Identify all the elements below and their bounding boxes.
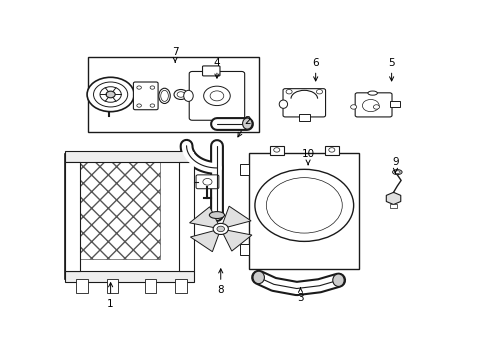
Ellipse shape bbox=[184, 90, 193, 102]
Circle shape bbox=[150, 104, 155, 107]
Polygon shape bbox=[191, 231, 219, 252]
FancyBboxPatch shape bbox=[283, 89, 325, 117]
Polygon shape bbox=[222, 206, 251, 227]
FancyBboxPatch shape bbox=[325, 146, 339, 156]
Circle shape bbox=[286, 90, 292, 94]
Circle shape bbox=[255, 169, 354, 242]
Text: 10: 10 bbox=[301, 149, 315, 165]
Circle shape bbox=[217, 226, 224, 232]
Bar bbox=[391, 204, 396, 208]
FancyBboxPatch shape bbox=[65, 270, 194, 282]
Text: 5: 5 bbox=[388, 58, 395, 81]
Ellipse shape bbox=[243, 118, 252, 129]
Bar bbox=[298, 114, 310, 121]
FancyBboxPatch shape bbox=[133, 82, 158, 110]
Circle shape bbox=[150, 86, 155, 89]
FancyBboxPatch shape bbox=[196, 175, 219, 189]
FancyBboxPatch shape bbox=[270, 146, 284, 156]
Ellipse shape bbox=[279, 100, 288, 108]
Circle shape bbox=[351, 105, 357, 109]
Circle shape bbox=[373, 105, 379, 109]
Circle shape bbox=[329, 148, 335, 152]
Polygon shape bbox=[223, 230, 252, 251]
Bar bbox=[107, 279, 118, 293]
Bar bbox=[76, 279, 88, 293]
Bar bbox=[145, 279, 156, 293]
Text: 9: 9 bbox=[392, 157, 399, 173]
Circle shape bbox=[87, 77, 134, 112]
Ellipse shape bbox=[159, 88, 170, 103]
Polygon shape bbox=[190, 207, 219, 228]
Text: 1: 1 bbox=[107, 283, 114, 309]
Ellipse shape bbox=[253, 271, 265, 284]
FancyBboxPatch shape bbox=[202, 66, 220, 76]
Text: 4: 4 bbox=[214, 58, 220, 78]
Text: 2: 2 bbox=[238, 116, 251, 137]
Ellipse shape bbox=[394, 171, 400, 174]
Circle shape bbox=[94, 82, 128, 107]
Bar bbox=[88, 57, 259, 132]
Circle shape bbox=[100, 87, 121, 102]
Ellipse shape bbox=[209, 212, 224, 219]
FancyBboxPatch shape bbox=[240, 244, 249, 255]
Ellipse shape bbox=[333, 274, 344, 287]
Circle shape bbox=[274, 148, 280, 152]
Circle shape bbox=[177, 92, 185, 97]
Polygon shape bbox=[65, 154, 194, 279]
Bar bbox=[175, 279, 187, 293]
Ellipse shape bbox=[368, 91, 377, 95]
FancyBboxPatch shape bbox=[179, 162, 194, 270]
Text: 8: 8 bbox=[218, 269, 224, 295]
Circle shape bbox=[210, 91, 224, 101]
Circle shape bbox=[213, 223, 228, 234]
FancyBboxPatch shape bbox=[65, 162, 80, 270]
Circle shape bbox=[204, 86, 230, 105]
Polygon shape bbox=[386, 192, 401, 204]
Bar bbox=[390, 102, 400, 107]
Ellipse shape bbox=[161, 90, 169, 102]
FancyBboxPatch shape bbox=[189, 72, 245, 120]
Circle shape bbox=[317, 90, 322, 94]
Circle shape bbox=[174, 90, 188, 99]
Circle shape bbox=[203, 179, 212, 185]
Text: 6: 6 bbox=[312, 58, 319, 81]
FancyBboxPatch shape bbox=[240, 164, 249, 175]
Bar bbox=[249, 153, 359, 269]
Polygon shape bbox=[76, 159, 160, 260]
FancyBboxPatch shape bbox=[65, 151, 194, 162]
Circle shape bbox=[267, 177, 343, 233]
Ellipse shape bbox=[392, 170, 402, 175]
Circle shape bbox=[137, 86, 142, 89]
Circle shape bbox=[137, 104, 142, 107]
Circle shape bbox=[363, 99, 379, 112]
FancyBboxPatch shape bbox=[355, 93, 392, 117]
Circle shape bbox=[106, 91, 115, 98]
Text: 7: 7 bbox=[172, 46, 178, 62]
Text: 3: 3 bbox=[297, 288, 304, 303]
